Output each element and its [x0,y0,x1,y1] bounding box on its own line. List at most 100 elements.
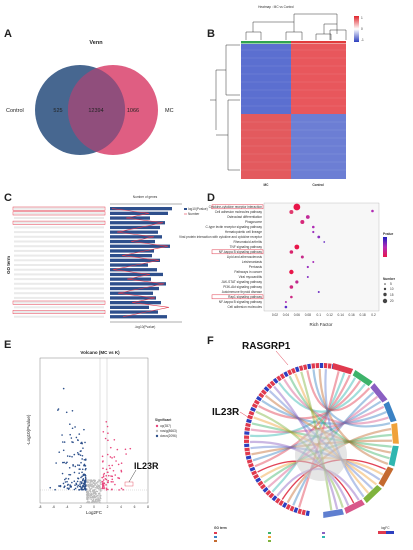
volcano-point-down [84,459,87,461]
volcano-point-nosig [99,496,102,499]
chord-gene-segment [311,363,316,369]
chord-gene-segment [244,451,251,456]
volcano-point-down [77,439,79,442]
volcano-point-up [115,460,117,462]
volcano-point-nosig [91,480,93,483]
volcano-x-tick: -6 [52,505,55,509]
volcano-point-nosig [96,487,98,489]
kegg-term-highlight [211,204,264,210]
chord-gene-segment [244,426,251,431]
volcano-point-down [81,454,84,457]
chord-gene-segment [262,486,269,493]
volcano-point-up [103,472,106,475]
volcano-point-nosig [86,501,88,504]
volcano-point-down [81,471,83,474]
volcano-point-down [75,436,78,439]
chord-callout-rasgrp1-line [275,350,289,366]
volcano-point-down [81,488,84,491]
volcano-point-down [84,479,87,481]
volcano-point-nosig [96,490,99,493]
volcano-point-up [118,477,121,480]
go-bar [110,263,148,267]
go-bar [110,216,150,220]
volcano-point-down [83,479,86,482]
kegg-term-label: Cell adhesion molecules pathway [215,210,263,214]
volcano-point-up [102,479,105,481]
volcano-point-down [63,461,65,464]
chord-gene-segment [268,492,275,499]
volcano-point-down [84,480,87,482]
volcano-point-nosig [90,487,93,490]
chord-term-block [378,466,394,487]
kegg-bubble [323,241,326,243]
chord-gene-segment [248,410,255,416]
volcano-point-down [74,484,76,486]
volcano-point-up [120,470,123,473]
panel-e-volcano: Volcano (MC vs K) -8 -6 -4 -2 0 2 4 6 8 IL23R Lo… [26,350,177,515]
chord-ribbon [312,369,391,428]
volcano-point-down [65,411,68,414]
volcano-point-down [79,483,81,485]
volcano-point-down [54,488,56,491]
volcano-point-up [122,488,124,491]
kegg-term-labels: Cytokine-cytokine receptor interactionCe… [179,204,264,309]
volcano-point-down [71,441,73,443]
volcano-point-up [105,420,108,423]
volcano-point-up [105,474,108,477]
volcano-point-nosig [91,501,94,503]
volcano-point-up [102,481,104,483]
heatmap-block-control-up [291,44,346,114]
volcano-point-down [72,465,74,467]
chord-gene-segment [297,508,303,515]
volcano-point-nosig [95,490,98,493]
volcano-point-nosig [94,499,97,501]
volcano-point-up [105,484,107,486]
go-term-label [14,273,104,276]
go-bar [110,244,170,248]
volcano-point-down [62,387,65,390]
kegg-term-highlight [211,249,264,255]
kegg-term-highlight [211,294,264,300]
kegg-bubbles [284,203,374,309]
chord-gene-segment [255,477,262,483]
volcano-point-down [84,489,87,491]
kegg-legend-size-5-label: 5 [390,282,392,286]
volcano-point-nosig [86,496,89,498]
volcano-point-nosig [92,489,94,491]
chord-term-block [391,422,399,444]
venn-right-only: 1066 [127,108,139,114]
chord-gene-segment [323,363,328,369]
volcano-point-nosig [94,488,96,491]
go-term-label [14,207,104,210]
volcano-point-down [63,478,66,481]
go-legend-line: Number [188,212,200,216]
volcano-point-nosig [93,496,95,499]
panel-d-letter: D [207,192,215,204]
volcano-point-down [66,455,69,457]
kegg-legend-size-15 [383,292,387,297]
volcano-point-nosig [97,484,100,487]
panel-f-chord: RASGRP1 IL23R GO term logFC [212,341,399,542]
kegg-term-label: Cytokine-cytokine receptor interaction [209,205,263,209]
volcano-point-up [109,467,111,470]
volcano-point-up [117,463,120,466]
chord-legend-rows [214,532,325,542]
volcano-point-down [49,486,52,489]
volcano-point-nosig [97,500,99,502]
volcano-point-up [113,438,116,441]
volcano-point-down [74,426,76,428]
volcano-point-nosig [87,500,89,503]
go-term-highlight [12,220,106,225]
chord-gene-segment [307,363,312,370]
panel-c-letter: C [4,192,12,204]
volcano-point-down [81,479,84,482]
volcano-point-down [59,484,62,487]
volcano-point-nosig [89,496,91,499]
volcano-point-up [112,481,114,483]
go-term-label [14,231,104,234]
chord-gene-segment [245,422,251,428]
chord-callout-il23r: IL23R [212,407,240,418]
volcano-point-nosig [100,488,102,490]
volcano-point-nosig [95,496,97,498]
volcano-point-down [79,454,82,456]
